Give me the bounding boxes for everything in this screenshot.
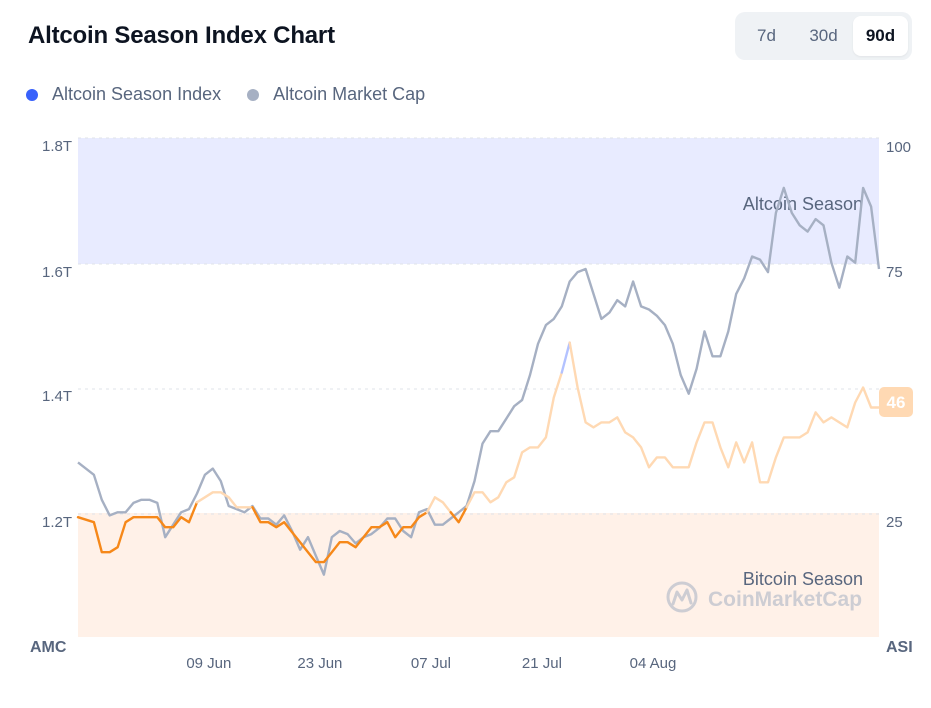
chart-title: Altcoin Season Index Chart bbox=[28, 22, 335, 49]
bitcoin-season-zone bbox=[78, 513, 879, 637]
gridlines bbox=[78, 137, 879, 515]
right-tick-75: 75 bbox=[886, 264, 903, 281]
left-tick-1-2t: 1.2T bbox=[42, 514, 72, 531]
current-value-badge: 46 bbox=[879, 387, 913, 417]
series-line-altcoin-season-index bbox=[568, 341, 881, 484]
legend-item-altcoin-season-index[interactable]: Altcoin Season Index bbox=[26, 84, 221, 105]
coinmarketcap-logo-icon bbox=[666, 581, 698, 613]
right-tick-25: 25 bbox=[886, 514, 903, 531]
x-tick-label: 07 Jul bbox=[411, 655, 451, 672]
legend-dot-icon bbox=[247, 88, 260, 101]
range-90d-button[interactable]: 90d bbox=[853, 16, 908, 56]
left-axis-label: AMC bbox=[30, 639, 67, 656]
left-tick-1-4t: 1.4T bbox=[42, 388, 72, 405]
legend-label: Altcoin Market Cap bbox=[273, 84, 426, 104]
series-layer bbox=[76, 186, 881, 576]
coinmarketcap-watermark: CoinMarketCap bbox=[666, 581, 862, 613]
series-line-altcoin-season-index bbox=[76, 501, 199, 554]
range-30d-button[interactable]: 30d bbox=[809, 26, 838, 45]
legend-label: Altcoin Season Index bbox=[52, 84, 222, 104]
range-7d-button[interactable]: 7d bbox=[757, 26, 776, 45]
series-line-altcoin-season-index bbox=[195, 491, 254, 509]
left-tick-1-8t: 1.8T bbox=[42, 138, 72, 155]
series-line-altcoin-season-index bbox=[251, 506, 429, 564]
x-tick-label: 23 Jun bbox=[297, 655, 342, 672]
right-tick-100: 100 bbox=[886, 139, 911, 156]
watermark-text: CoinMarketCap bbox=[708, 588, 862, 611]
series-line-altcoin-season-index bbox=[449, 506, 468, 524]
bitcoin-season-label: Bitcoin Season bbox=[743, 569, 863, 589]
x-tick-label: 09 Jun bbox=[186, 655, 231, 672]
x-tick-label: 21 Jul bbox=[522, 655, 562, 672]
legend-item-altcoin-market-cap[interactable]: Altcoin Market Cap bbox=[247, 84, 425, 105]
series-line-altcoin-season-index bbox=[560, 341, 571, 374]
right-axis-label: ASI bbox=[886, 639, 913, 656]
series-line-altcoin-season-index bbox=[425, 496, 452, 514]
legend-dot-icon bbox=[26, 88, 38, 101]
left-tick-1-6t: 1.6T bbox=[42, 264, 72, 281]
current-value-badge-text: 46 bbox=[887, 393, 906, 412]
legend: Altcoin Season Index Altcoin Market Cap bbox=[26, 84, 451, 105]
altcoin-season-label: Altcoin Season bbox=[743, 194, 863, 214]
series-line-altcoin-season-index bbox=[465, 371, 563, 509]
time-range-selector: 7d 30d 90d bbox=[735, 12, 912, 60]
current-value-badge-bg bbox=[879, 387, 913, 417]
x-axis-ticks: 09 Jun 23 Jun 07 Jul 21 Jul 04 Aug bbox=[186, 655, 676, 672]
x-tick-label: 04 Aug bbox=[630, 655, 677, 672]
altcoin-season-zone bbox=[78, 138, 879, 264]
series-line-altcoin-market-cap bbox=[77, 186, 881, 576]
